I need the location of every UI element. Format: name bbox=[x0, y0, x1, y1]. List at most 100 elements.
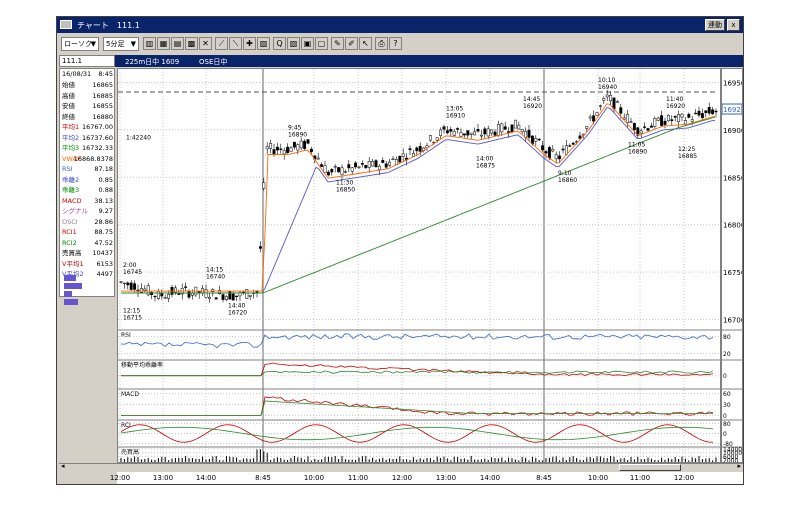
candle-body bbox=[296, 144, 300, 151]
chart-icon[interactable]: ▣ bbox=[301, 37, 314, 50]
candle-body bbox=[377, 165, 381, 170]
bar-chart-icon[interactable]: ▥ bbox=[143, 37, 156, 50]
candle-body bbox=[279, 148, 283, 150]
help-icon[interactable]: ? bbox=[389, 37, 402, 50]
panel-row: 安値 16855 bbox=[61, 102, 114, 111]
ma1-line bbox=[121, 103, 716, 292]
toolbar: ローソク ▼ 5分足 ▼ ▥ ▦ ▤ ▩ ✕ ⟋ ⟍ ✚ ▨ Q ▧ ▣ ▢ ✎… bbox=[57, 34, 743, 54]
bar-chart-icon[interactable]: ▦ bbox=[157, 37, 170, 50]
interval-select[interactable]: 5分足 ▼ bbox=[103, 37, 139, 51]
print-icon[interactable]: ⎙ bbox=[375, 37, 388, 50]
trend-icon[interactable]: ⟋ bbox=[215, 37, 228, 50]
candle-body bbox=[354, 162, 358, 168]
candle-body bbox=[541, 145, 545, 151]
scroll-thumb[interactable] bbox=[619, 464, 681, 471]
chevron-down-icon: ▼ bbox=[90, 40, 96, 48]
candle-body bbox=[163, 296, 167, 299]
panel-row: RCI1 88.75 bbox=[61, 228, 114, 237]
bar-chart-icon[interactable]: ▤ bbox=[171, 37, 184, 50]
candle-body bbox=[663, 120, 667, 125]
candle-body bbox=[517, 124, 521, 130]
annotation-price: 16720 bbox=[228, 310, 247, 317]
interval-value: 5分足 bbox=[106, 40, 125, 48]
panel-row-label: RSI bbox=[62, 165, 73, 173]
candle-body bbox=[177, 293, 181, 295]
chart-window: チャート 111.1 連動 x ローソク ▼ 5分足 ▼ ▥ ▦ ▤ ▩ ✕ ⟋… bbox=[56, 16, 745, 485]
candle-body bbox=[456, 128, 460, 130]
panel-row-label: RCI2 bbox=[62, 238, 77, 247]
ma3-line bbox=[121, 116, 716, 294]
horizontal-scrollbar[interactable]: ◂ ▸ bbox=[59, 462, 743, 472]
indicator-line bbox=[121, 370, 714, 377]
y-tick-label: 80 bbox=[723, 334, 731, 341]
annotation-price: 16890 bbox=[288, 131, 307, 138]
chart-icon[interactable]: ▨ bbox=[257, 37, 270, 50]
candle-body bbox=[187, 290, 191, 298]
candle-body bbox=[269, 143, 273, 149]
annotation-time: 11:05 bbox=[628, 141, 645, 148]
candle-body bbox=[558, 155, 562, 160]
candle-body bbox=[265, 146, 269, 150]
y-tick-label: 16850 bbox=[723, 174, 742, 182]
chevron-down-icon: ▼ bbox=[130, 40, 136, 48]
candle-body bbox=[435, 137, 439, 141]
annotation-time: 9:45 bbox=[288, 124, 302, 131]
panel-row: 始値 16865 bbox=[61, 81, 114, 90]
ma2-line bbox=[121, 107, 716, 294]
grid-icon[interactable]: ▩ bbox=[185, 37, 198, 50]
scroll-right-icon[interactable]: ▸ bbox=[737, 462, 741, 470]
panel-row-label: 安値 bbox=[62, 102, 75, 110]
y-tick-label: 0 bbox=[723, 413, 727, 420]
candle-body bbox=[442, 126, 446, 130]
y-tick-label: 0 bbox=[723, 431, 727, 438]
brush-icon[interactable]: ✐ bbox=[345, 37, 358, 50]
close-button[interactable]: x bbox=[727, 19, 740, 31]
zoom-icon[interactable]: Q bbox=[273, 37, 286, 50]
chart-icon[interactable]: ▢ bbox=[315, 37, 328, 50]
y-tick-label: 16950 bbox=[723, 79, 742, 87]
candle-body bbox=[656, 117, 660, 121]
y-tick-label: 0 bbox=[723, 373, 727, 380]
candle-body bbox=[612, 97, 616, 110]
panel-row-label: V平均2 bbox=[62, 270, 84, 278]
candle-body bbox=[119, 281, 123, 283]
candle-body bbox=[228, 291, 232, 300]
candle-body bbox=[700, 113, 704, 118]
scroll-left-icon[interactable]: ◂ bbox=[61, 462, 65, 470]
x-tick-label: 14:00 bbox=[195, 474, 217, 482]
annotation-price: 16850 bbox=[336, 186, 355, 193]
panel-row: 平均3 16732.33 bbox=[61, 144, 114, 153]
candle-body bbox=[401, 153, 405, 157]
chart-icon[interactable]: ▧ bbox=[287, 37, 300, 50]
trend-icon[interactable]: ⟍ bbox=[229, 37, 242, 50]
candle-body bbox=[462, 133, 466, 136]
annotation-price: 16715 bbox=[123, 314, 142, 321]
candle-body bbox=[235, 295, 239, 297]
y-tick-label: -80 bbox=[723, 441, 733, 448]
candle-body bbox=[381, 160, 385, 163]
candle-body bbox=[683, 120, 687, 125]
panel-row-value: 16767.00 bbox=[81, 123, 113, 131]
annotation-time: 13:05 bbox=[446, 105, 463, 112]
candle-body bbox=[578, 135, 582, 139]
cursor-icon[interactable]: ↖ bbox=[359, 37, 372, 50]
crosshair-icon[interactable]: ✚ bbox=[243, 37, 256, 50]
x-tick-label: 14:00 bbox=[479, 474, 501, 482]
candle-body bbox=[316, 157, 320, 160]
candle-body bbox=[571, 142, 575, 145]
chart-type-select[interactable]: ローソク ▼ bbox=[61, 37, 99, 51]
link-button[interactable]: 連動 bbox=[705, 19, 725, 31]
indicator-line bbox=[121, 362, 714, 377]
candle-body bbox=[371, 161, 375, 167]
candle-body bbox=[643, 126, 647, 128]
contract-name: 225m日中 1609 bbox=[125, 58, 180, 66]
panel-row-value: 6153 bbox=[96, 259, 113, 268]
candle-body bbox=[564, 145, 568, 155]
symbol-field[interactable]: 111.1 bbox=[59, 55, 115, 67]
crosshair-icon[interactable]: ✕ bbox=[199, 37, 212, 50]
pen-icon[interactable]: ✎ bbox=[331, 37, 344, 50]
annotation-price: 16920 bbox=[666, 103, 685, 110]
panel-row: MACD 38.13 bbox=[61, 197, 114, 206]
candle-body bbox=[649, 125, 653, 128]
